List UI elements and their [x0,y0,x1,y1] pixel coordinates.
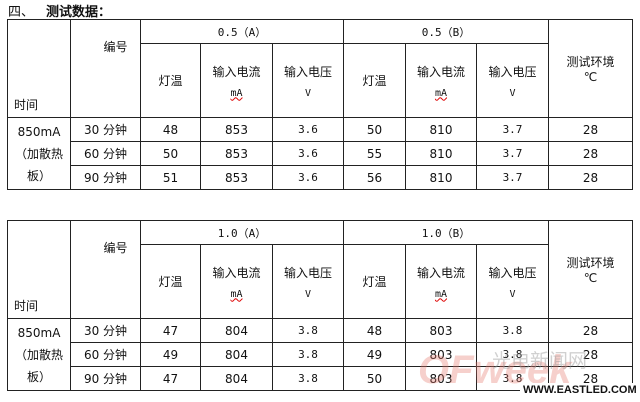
b-current-cell: 810 [405,165,477,190]
b-temp-cell: 48 [343,318,406,343]
a-current-header: 输入电流 mA [200,43,273,118]
a-temp-cell: 47 [140,366,201,391]
a-voltage-cell: 3.8 [272,318,344,343]
time-cell: 30 分钟 [70,318,141,343]
time-cell: 90 分钟 [70,366,141,391]
table-row: 90 分钟 51 853 3.6 56 810 3.7 28 [8,165,633,190]
voltage-unit: V [509,288,516,300]
a-temp-header: 灯温 [140,43,201,118]
a-current-header: 输入电流 mA [200,244,273,319]
condition-cell: 850mA（加散热板） [7,318,71,391]
a-temp-cell: 49 [140,342,201,367]
section-number: 四、 [8,5,35,20]
current-unit: mA [230,288,243,300]
a-temp-cell: 50 [140,141,201,166]
current-unit: mA [434,288,448,300]
a-current-cell: 804 [200,342,273,367]
group-b-header: 0.5（B） [343,19,549,44]
b-temp-header: 灯温 [343,244,406,319]
voltage-unit: V [304,87,312,99]
a-temp-header: 灯温 [140,244,201,319]
b-voltage-cell: 3.7 [476,141,549,166]
a-current-cell: 804 [200,318,273,343]
watermark-site: WWW.EASTLED.COM [520,383,640,397]
voltage-unit: V [509,87,516,99]
env-header: 测试环境 ℃ [548,19,633,118]
a-voltage-cell: 3.6 [272,141,344,166]
code-header: 编号 [70,220,141,319]
group-a-header: 1.0（A） [140,220,344,245]
a-temp-cell: 47 [140,318,201,343]
b-temp-header: 灯温 [343,43,406,118]
data-table: 时间 编号 0.5（A） 0.5（B） 测试环境 ℃ 灯温 输入电流 mA 输入电压… [7,19,633,190]
a-current-cell: 853 [200,117,273,142]
table-row: 60 分钟 49 804 3.8 49 803 3.8 28 [8,342,633,367]
time-cell: 90 分钟 [70,165,141,190]
b-temp-cell: 49 [343,342,406,367]
env-header: 测试环境 ℃ [548,220,633,319]
time-cell: 60 分钟 [70,342,141,367]
b-current-cell: 810 [405,117,477,142]
table-row: 850mA（加散热板） 30 分钟 47 804 3.8 48 803 3.8 28 [7,318,633,391]
b-temp-cell: 55 [343,141,406,166]
b-voltage-cell: 3.7 [476,117,549,142]
a-voltage-header: 输入电压 V [272,244,344,319]
watermark-cn: 光电新闻网 [492,350,588,372]
table-row: 850mA（加散热板） 30 分钟 48 853 3.6 50 810 3.7 28 [7,117,633,190]
a-current-cell: 804 [200,366,273,391]
b-current-header: 输入电流 mA [405,43,477,118]
group-a-header: 0.5（A） [140,19,344,44]
a-temp-cell: 48 [140,117,201,142]
a-temp-cell: 51 [140,165,201,190]
b-voltage-header: 输入电压 V [476,244,549,319]
b-temp-cell: 50 [343,366,406,391]
time-header: 时间 [7,19,71,118]
b-voltage-cell: 3.7 [476,165,549,190]
b-temp-cell: 56 [343,165,406,190]
a-voltage-cell: 3.6 [272,165,344,190]
current-unit: mA [230,87,243,99]
b-current-cell: 803 [405,318,477,343]
section-title: 测试数据： [46,5,112,20]
env-cell: 28 [548,117,633,142]
current-unit: mA [434,87,448,99]
time-cell: 60 分钟 [70,141,141,166]
a-voltage-cell: 3.8 [272,366,344,391]
env-cell: 28 [548,318,633,343]
condition-cell: 850mA（加散热板） [7,117,71,190]
code-header: 编号 [70,19,141,118]
a-voltage-cell: 3.6 [272,117,344,142]
group-b-header: 1.0（B） [343,220,549,245]
b-current-header: 输入电流 mA [405,244,477,319]
env-cell: 28 [548,141,633,166]
a-voltage-header: 输入电压 V [272,43,344,118]
section-heading: 四、 测试数据： [8,1,111,20]
voltage-unit: V [304,288,312,300]
time-header: 时间 [7,220,71,319]
time-cell: 30 分钟 [70,117,141,142]
env-cell: 28 [548,165,633,190]
a-voltage-cell: 3.8 [272,342,344,367]
b-voltage-header: 输入电压 V [476,43,549,118]
a-current-cell: 853 [200,165,273,190]
b-voltage-cell: 3.8 [476,318,549,343]
a-current-cell: 853 [200,141,273,166]
table-row: 60 分钟 50 853 3.6 55 810 3.7 28 [8,141,633,166]
b-temp-cell: 50 [343,117,406,142]
b-current-cell: 803 [405,342,477,367]
b-current-cell: 810 [405,141,477,166]
